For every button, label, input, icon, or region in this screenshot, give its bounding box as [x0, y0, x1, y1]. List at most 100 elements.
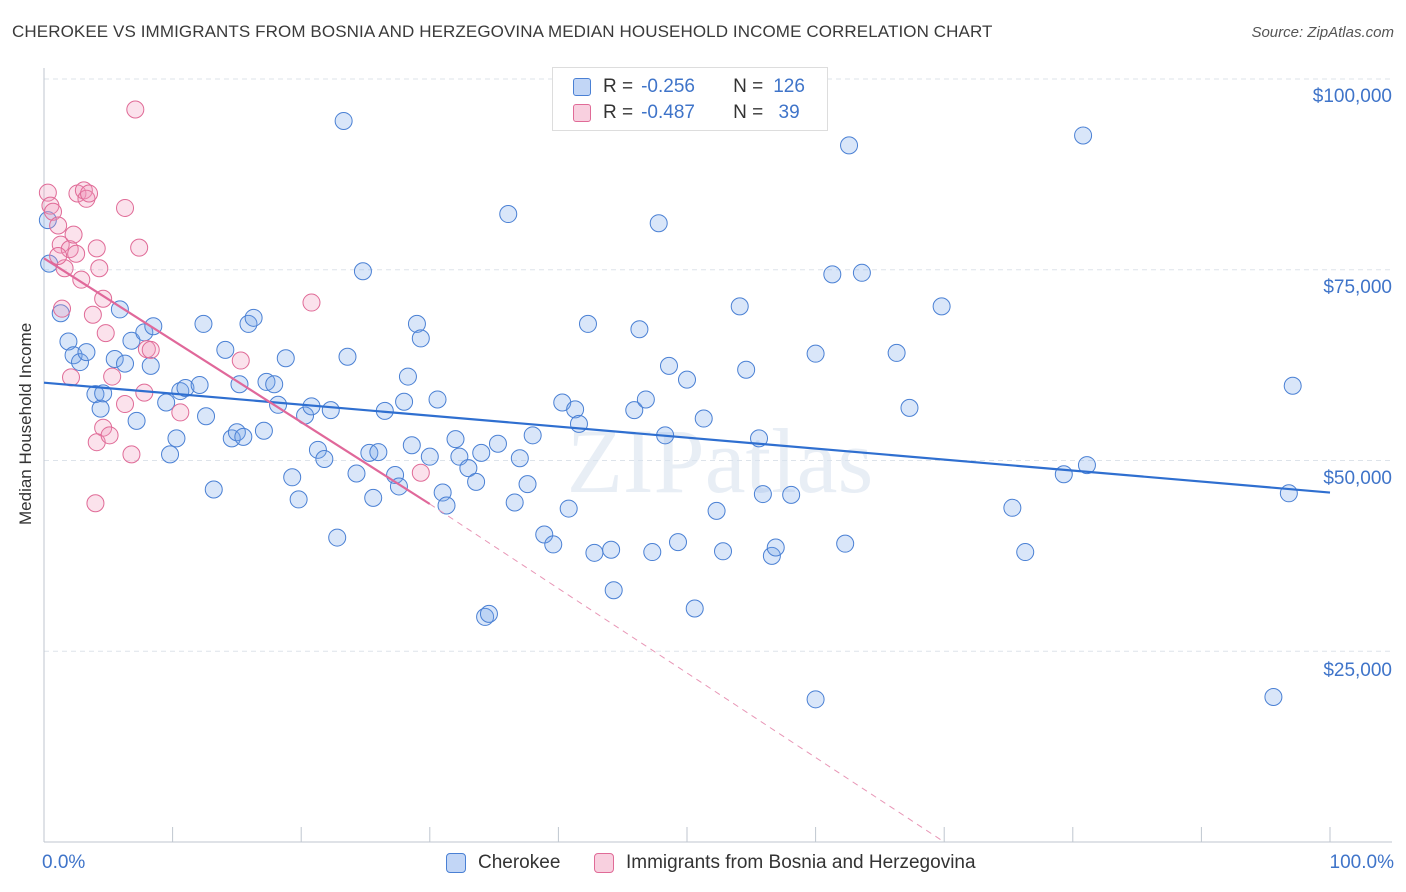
bosnia-point: [67, 244, 86, 263]
cherokee-point: [840, 136, 859, 155]
legend-label-cherokee: Cherokee: [478, 852, 561, 873]
cherokee-point: [737, 360, 756, 379]
cherokee-point: [420, 447, 439, 466]
cherokee-point: [194, 314, 213, 333]
cherokee-point: [234, 427, 253, 446]
legend-swatch-pink: [594, 853, 614, 873]
cherokee-point: [321, 401, 340, 420]
cherokee-point: [59, 332, 78, 351]
bosnia-point: [51, 235, 70, 254]
cherokee-point: [472, 443, 491, 462]
legend-row-bosnia: R = -0.487 N = 39: [573, 101, 800, 125]
cherokee-point: [685, 599, 704, 618]
bosnia-point: [86, 494, 105, 513]
legend-r-value: -0.256: [641, 76, 695, 97]
cherokee-point: [1279, 484, 1298, 503]
cherokee-point: [523, 426, 542, 445]
legend-swatch-blue: [573, 78, 591, 96]
cherokee-point: [544, 535, 563, 554]
cherokee-point: [636, 390, 655, 409]
cherokee-point: [38, 211, 57, 230]
legend-swatch-pink: [573, 104, 591, 122]
cherokee-point: [197, 407, 216, 426]
bosnia-point: [53, 299, 72, 318]
cherokee-point: [730, 297, 749, 316]
bosnia-point: [64, 225, 83, 244]
cherokee-point: [161, 445, 180, 464]
legend-n-value: 126: [773, 76, 805, 97]
cherokee-point: [668, 533, 687, 552]
cherokee-point: [360, 443, 379, 462]
cherokee-point: [459, 459, 478, 478]
bosnia-point: [60, 240, 79, 259]
cherokee-point: [823, 265, 842, 284]
cherokee-point: [604, 581, 623, 600]
cherokee-point: [239, 314, 258, 333]
cherokee-point: [1003, 498, 1022, 517]
cherokee-point: [1074, 126, 1093, 145]
stats-legend: R = -0.256 N = 126 R = -0.487 N = 39: [552, 67, 828, 131]
bosnia-point: [116, 395, 135, 414]
bosnia-point: [122, 445, 141, 464]
bosnia-trend-extension: [429, 503, 945, 843]
cherokee-point: [900, 398, 919, 417]
cherokee-point: [505, 493, 524, 512]
y-tick-label-50000: $50,000: [1323, 468, 1392, 489]
bosnia-point: [100, 426, 119, 445]
bosnia-point: [103, 367, 122, 386]
bosnia-point: [231, 351, 250, 370]
cherokee-point: [714, 542, 733, 561]
legend-r-value: -0.487: [641, 102, 695, 123]
cherokee-point: [932, 297, 951, 316]
cherokee-point: [395, 392, 414, 411]
bosnia-point: [90, 259, 109, 278]
cherokee-point: [659, 356, 678, 375]
cherokee-point: [510, 449, 529, 468]
cherokee-point: [91, 399, 110, 418]
bosnia-point: [80, 184, 99, 203]
cherokee-point: [518, 475, 537, 494]
cherokee-point: [836, 534, 855, 553]
cherokee-point: [328, 528, 347, 547]
cherokee-point: [338, 347, 357, 366]
cherokee-point: [116, 354, 135, 373]
cherokee-point: [852, 263, 871, 282]
series-legend: Cherokee Immigrants from Bosnia and Herz…: [0, 852, 1406, 878]
cherokee-point: [578, 314, 597, 333]
cherokee-point: [678, 370, 696, 389]
bosnia-point: [62, 368, 81, 387]
axes: [43, 68, 1392, 843]
cherokee-point: [887, 343, 906, 362]
cherokee-point: [625, 401, 644, 420]
cherokee-point: [630, 320, 649, 339]
source-credit: Source: ZipAtlas.com: [1251, 24, 1394, 41]
bosnia-point: [77, 189, 96, 208]
legend-n-label: N =: [733, 102, 764, 123]
trend-lines: [43, 257, 1331, 843]
watermark: ZIPatlas: [567, 410, 874, 512]
cherokee-point: [762, 546, 781, 565]
cherokee-point: [244, 308, 263, 327]
y-tick-label-75000: $75,000: [1323, 277, 1392, 298]
cherokee-point: [1264, 688, 1283, 707]
cherokee-point: [479, 604, 498, 623]
y-tick-label-25000: $25,000: [1323, 660, 1392, 681]
bosnia-point: [96, 324, 115, 343]
bosnia-point: [302, 293, 321, 312]
cherokee-point: [127, 411, 146, 430]
bosnia-points: [38, 100, 430, 513]
cherokee-point: [585, 543, 604, 562]
chart-title: CHEROKEE VS IMMIGRANTS FROM BOSNIA AND H…: [12, 22, 993, 41]
cherokee-point: [402, 436, 421, 455]
cherokee-point: [499, 205, 518, 224]
bosnia-point: [87, 239, 106, 258]
cherokee-point: [535, 525, 554, 544]
bosnia-point: [126, 100, 145, 119]
y-tick-label-100000: $100,000: [1312, 86, 1392, 107]
cherokee-point: [806, 344, 825, 363]
cherokee-point: [446, 430, 465, 449]
bosnia-point: [171, 403, 190, 422]
bosnia-trend-line: [43, 257, 431, 505]
cherokee-point: [467, 472, 486, 491]
cherokee-point: [190, 375, 209, 394]
